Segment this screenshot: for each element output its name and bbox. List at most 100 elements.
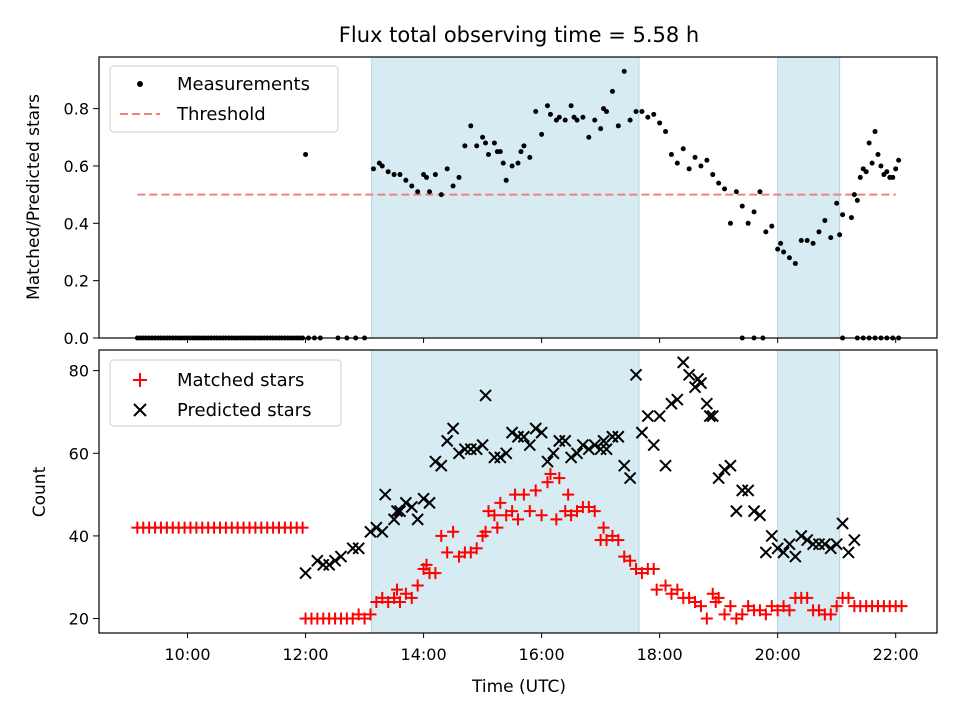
predicted-star-point: [677, 356, 690, 369]
marker-stroke: [612, 430, 625, 443]
measurement-point: [857, 174, 863, 180]
measurement-point: [781, 249, 787, 255]
measurement-point: [739, 203, 745, 209]
marker-stroke: [352, 542, 365, 555]
matched-star-point: [411, 579, 424, 592]
measurement-point: [663, 129, 669, 135]
marker-stroke: [494, 451, 507, 464]
y-tick-label: 20: [69, 610, 89, 629]
y-tick-label: 0.0: [64, 329, 89, 348]
top-legend-box: [109, 65, 339, 133]
y-tick-label: 0.6: [64, 157, 89, 176]
predicted-star-point: [299, 566, 312, 580]
matched-star-point: [700, 612, 713, 625]
matched-star-point: [541, 476, 554, 489]
predicted-star-point: [741, 484, 755, 497]
measurement-point: [444, 166, 450, 172]
marker-stroke: [747, 504, 761, 518]
matched-star-point: [488, 509, 501, 522]
measurement-point: [680, 146, 686, 152]
predicted-star-point: [311, 554, 324, 567]
matched-star-point: [512, 513, 524, 526]
marker-stroke: [376, 525, 389, 538]
measurement-point: [562, 117, 568, 123]
predicted-star-point: [535, 426, 548, 439]
bottom-shaded-regions: [371, 349, 841, 634]
marker-stroke: [777, 546, 790, 559]
marker-stroke: [511, 430, 525, 443]
matched-star-point: [405, 591, 418, 604]
marker-stroke: [464, 442, 477, 456]
matched-star-point: [296, 521, 309, 534]
predicted-star-point: [423, 496, 436, 510]
predicted-star-point: [411, 513, 424, 526]
matched-star-point: [491, 521, 504, 534]
measurement-point: [727, 220, 733, 226]
predicted-star-point: [594, 442, 607, 456]
matched-star-point: [393, 596, 406, 609]
marker-stroke: [641, 409, 655, 423]
measurement-point: [834, 200, 840, 206]
marker-stroke: [470, 442, 483, 456]
marker-stroke: [564, 451, 578, 464]
measurement-point: [592, 117, 598, 123]
measurement-point: [545, 103, 551, 109]
x-tick-label: 14:00: [401, 645, 447, 664]
measurement-point: [872, 129, 878, 135]
marker-stroke: [623, 471, 637, 485]
measurement-point: [633, 108, 639, 114]
predicted-star-point: [470, 442, 483, 456]
marker-stroke: [759, 546, 773, 559]
measurement-point: [878, 163, 884, 169]
measurement-point: [837, 232, 843, 238]
measurement-point: [810, 240, 816, 246]
predicted-star-point: [399, 496, 413, 510]
measurement-point: [521, 143, 527, 149]
matched-star-point: [479, 525, 492, 538]
predicted-star-point: [458, 442, 472, 456]
predicted-star-point: [830, 537, 843, 551]
predicted-star-point: [317, 558, 330, 572]
marker-stroke: [836, 517, 849, 530]
predicted-star-point: [724, 459, 737, 472]
marker-stroke: [299, 566, 312, 580]
matched-star-point: [391, 583, 404, 596]
marker-stroke: [417, 492, 430, 505]
bottom-y-axis-label: Count: [30, 466, 50, 517]
marker-stroke: [582, 442, 596, 456]
predicted-star-point: [376, 525, 389, 538]
marker-stroke: [476, 438, 489, 452]
measurement-point: [710, 172, 716, 178]
marker-stroke: [317, 558, 330, 572]
predicted-star-point: [842, 546, 855, 559]
marker-stroke: [440, 434, 454, 448]
measurement-point: [722, 186, 728, 192]
measurement-point: [668, 151, 674, 157]
marker-stroke: [328, 554, 342, 567]
marker-stroke: [346, 542, 359, 555]
marker-stroke: [765, 529, 778, 543]
legend-predicted-marker: [133, 403, 147, 417]
shaded-region-1-1: [371, 56, 640, 339]
x-axis-label: Time (UTC): [471, 677, 566, 697]
predicted-star-point: [393, 504, 407, 518]
legend-threshold-label: Threshold: [176, 104, 266, 125]
measurement-point: [432, 172, 438, 178]
predicted-star-point: [494, 451, 507, 464]
bottom-legend-box: [109, 359, 342, 427]
marker-stroke: [736, 484, 749, 497]
predicted-star-point: [405, 500, 418, 514]
measurement-point: [884, 169, 890, 175]
predicted-star-point: [712, 471, 725, 485]
shaded-region-1-2: [777, 56, 841, 339]
marker-stroke: [618, 459, 631, 472]
measurement-point: [598, 126, 604, 132]
predicted-star-point: [517, 430, 531, 443]
marker-stroke: [671, 393, 684, 406]
measurement-point: [456, 174, 462, 180]
predicted-star-point: [765, 529, 778, 543]
measurement-point: [866, 140, 872, 146]
legend-predicted-label: Predicted stars: [177, 400, 311, 421]
predicted-star-point: [334, 550, 348, 563]
predicted-star-point: [588, 438, 601, 452]
